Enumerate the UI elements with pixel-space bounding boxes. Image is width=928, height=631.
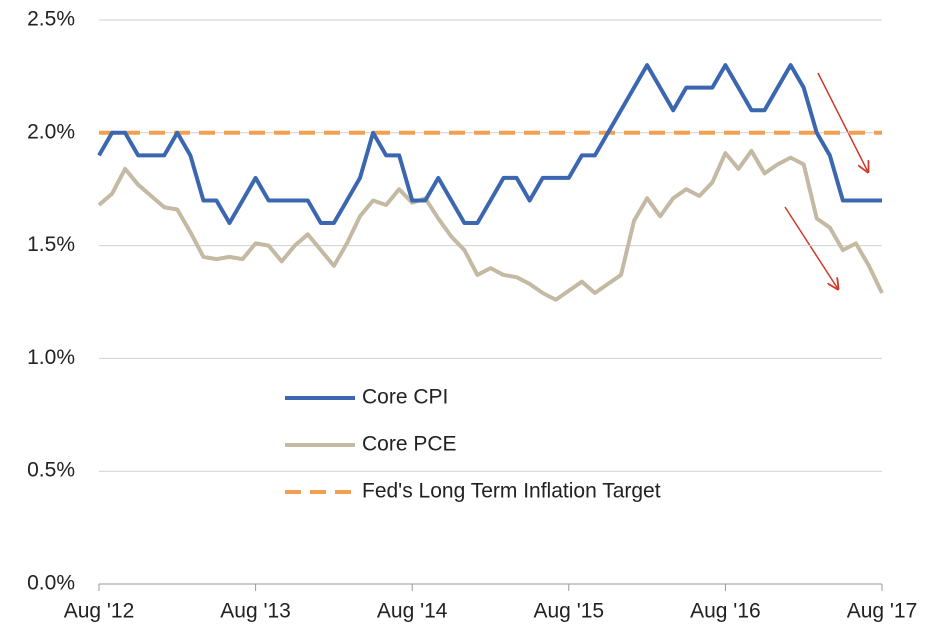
y-tick-label: 1.0% (27, 346, 75, 369)
legend-label: Core PCE (362, 433, 457, 456)
line-series (97, 148, 884, 302)
legend-label: Fed's Long Term Inflation Target (362, 480, 661, 503)
y-tick-label: 2.5% (27, 8, 75, 31)
annotation-arrow (817, 72, 868, 172)
x-tick-label: Aug '14 (377, 600, 448, 623)
x-tick-label: Aug '12 (64, 600, 135, 623)
annotation-arrow (784, 206, 838, 289)
y-tick-label: 2.0% (27, 120, 75, 143)
x-tick-label: Aug '17 (847, 600, 918, 623)
legend-label: Core CPI (362, 386, 448, 409)
y-tick-label: 0.5% (27, 459, 75, 482)
y-tick-label: 0.0% (27, 572, 75, 595)
line-series (97, 63, 882, 226)
y-tick-label: 1.5% (27, 233, 75, 256)
x-tick-label: Aug '13 (220, 600, 291, 623)
x-tick-label: Aug '16 (690, 600, 761, 623)
x-tick-label: Aug '15 (534, 600, 605, 623)
